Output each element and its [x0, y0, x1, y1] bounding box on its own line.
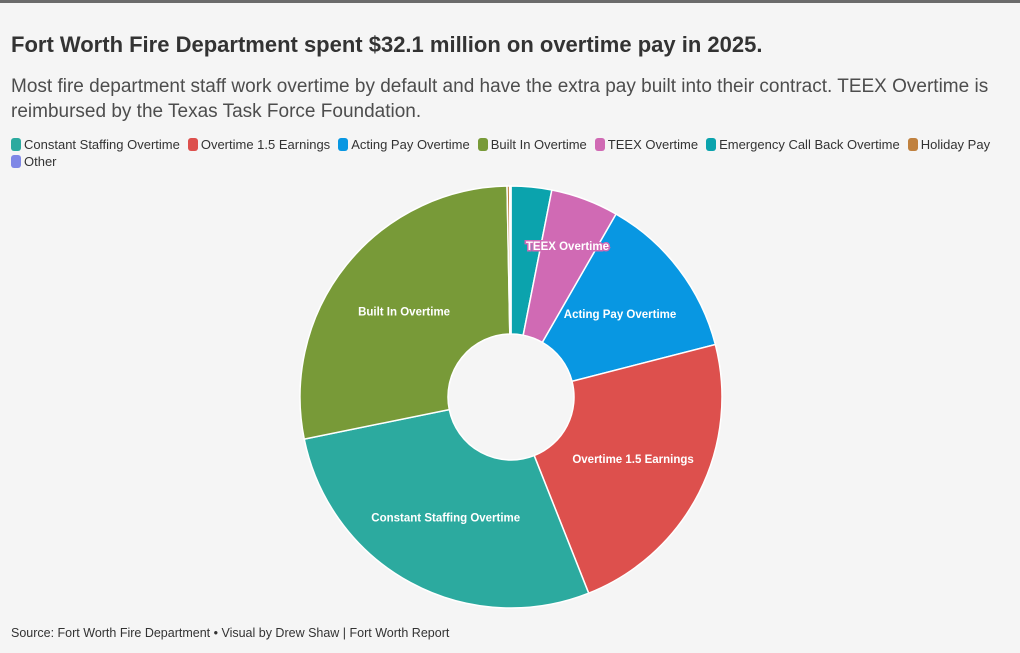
- slice-label-overtime-1-5-earnings: Overtime 1.5 Earnings: [572, 454, 693, 466]
- slice-constant-staffing-overtime[interactable]: [303, 408, 590, 609]
- legend-label: Holiday Pay: [920, 137, 991, 152]
- legend-item-teex-overtime[interactable]: TEEX Overtime: [594, 137, 699, 152]
- slice-built-in-overtime[interactable]: [299, 185, 511, 441]
- legend-label: Emergency Call Back Overtime: [719, 137, 900, 152]
- legend-label: Other: [24, 154, 57, 169]
- source-footer: Source: Fort Worth Fire Department • Vis…: [11, 626, 450, 640]
- slice-other[interactable]: [508, 185, 512, 335]
- legend-item-acting-pay-overtime[interactable]: Acting Pay Overtime: [338, 137, 470, 152]
- legend-swatch: [594, 138, 605, 151]
- top-rule: [0, 0, 1020, 3]
- legend-item-emergency-call-back-overtime[interactable]: Emergency Call Back Overtime: [706, 137, 900, 152]
- slice-label-constant-staffing-overtime: Constant Staffing Overtime: [371, 512, 520, 524]
- legend-swatch: [187, 138, 198, 151]
- legend-swatch: [706, 138, 717, 151]
- legend-label: Acting Pay Overtime: [351, 137, 470, 152]
- legend-swatch: [907, 138, 918, 151]
- legend-label: Overtime 1.5 Earnings: [200, 137, 331, 152]
- legend-label: Constant Staffing Overtime: [24, 137, 180, 152]
- legend-item-other[interactable]: Other: [11, 154, 57, 169]
- slice-label-acting-pay-overtime: Acting Pay Overtime: [564, 309, 676, 321]
- slice-label-built-in-overtime: Built In Overtime: [358, 306, 450, 318]
- chart-title: Fort Worth Fire Department spent $32.1 m…: [11, 32, 763, 57]
- legend-item-built-in-overtime[interactable]: Built In Overtime: [477, 137, 587, 152]
- legend-item-holiday-pay[interactable]: Holiday Pay: [907, 137, 991, 152]
- legend-label: TEEX Overtime: [607, 137, 699, 152]
- legend-swatch: [11, 155, 21, 168]
- chart-subtitle: Most fire department staff work overtime…: [11, 76, 989, 122]
- slice-overtime-1-5-earnings[interactable]: [533, 343, 723, 595]
- legend: Constant Staffing Overtime Overtime 1.5 E…: [11, 137, 1001, 169]
- slice-acting-pay-overtime[interactable]: [541, 213, 717, 383]
- legend-swatch: [11, 138, 21, 151]
- legend-item-constant-staffing-overtime[interactable]: Constant Staffing Overtime: [11, 137, 180, 152]
- legend-item-overtime-1-5-earnings[interactable]: Overtime 1.5 Earnings: [187, 137, 331, 152]
- slice-label-teex-overtime: TEEX Overtime: [526, 241, 609, 253]
- legend-swatch: [477, 138, 488, 151]
- legend-swatch: [338, 138, 349, 151]
- legend-label: Built In Overtime: [490, 137, 587, 152]
